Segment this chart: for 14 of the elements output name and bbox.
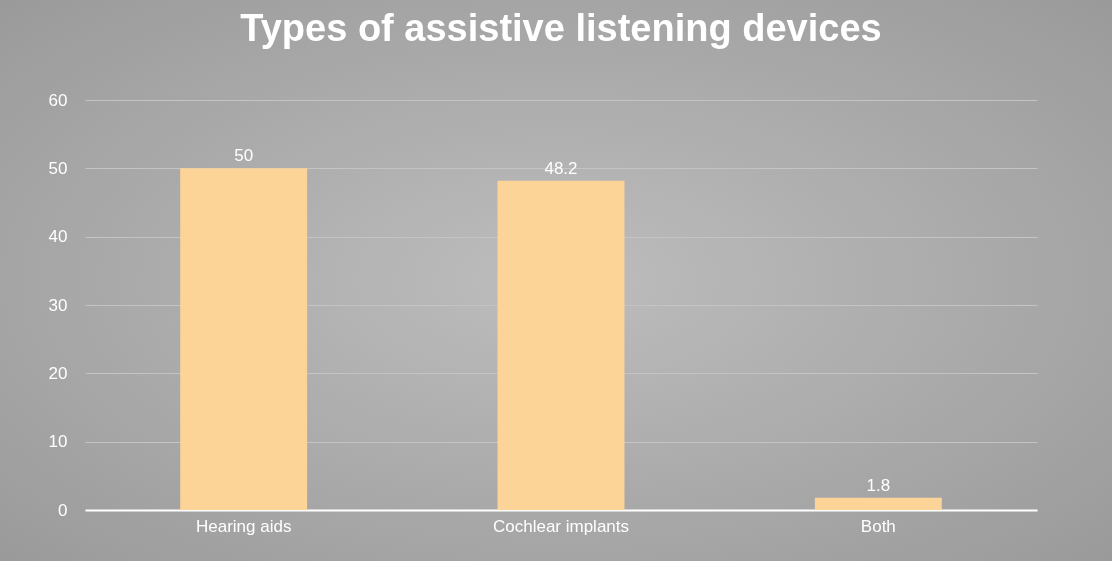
data-label: 1.8 (866, 475, 891, 495)
data-label: 48.2 (544, 158, 578, 178)
y-tick-label: 0 (58, 500, 68, 520)
x-tick-label: Hearing aids (195, 516, 292, 536)
y-tick-label: 20 (48, 363, 68, 383)
y-tick-label: 40 (48, 227, 68, 247)
y-tick-label: 50 (48, 158, 68, 178)
chart-title: Types of assistive listening devices (240, 7, 882, 49)
x-tick-label: Both (860, 516, 896, 536)
x-tick-label: Cochlear implants (492, 516, 630, 536)
data-label: 50 (234, 146, 254, 166)
y-tick-label: 10 (48, 432, 68, 452)
y-tick-label: 30 (48, 295, 68, 315)
y-tick-label: 60 (48, 90, 68, 110)
